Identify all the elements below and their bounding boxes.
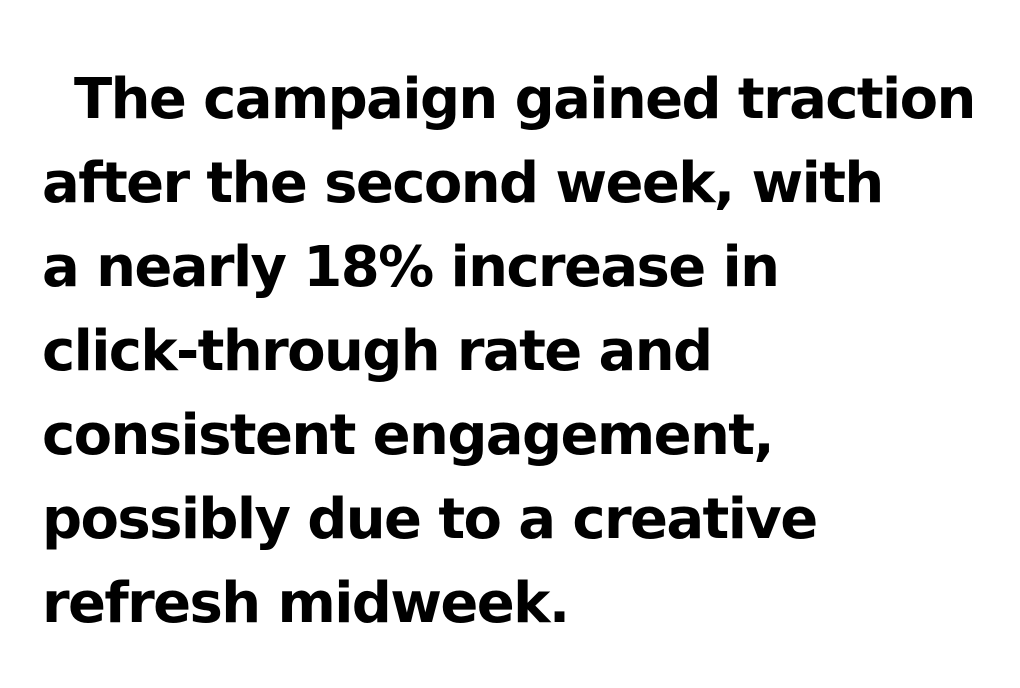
paragraph-line-4: click-through rate and	[42, 319, 713, 384]
paragraph-line-6: possibly due to a creative	[42, 487, 818, 552]
paragraph-line-7: refresh midweek.	[42, 571, 570, 636]
paragraph-line-5: consistent engagement,	[42, 403, 775, 468]
paragraph-line-1: The campaign gained traction	[74, 67, 976, 132]
paragraph-line-3: a nearly 18% increase in	[42, 235, 780, 300]
body-paragraph: The campaign gained traction after the s…	[42, 58, 1012, 646]
paragraph-line-2: after the second week, with	[42, 151, 884, 216]
